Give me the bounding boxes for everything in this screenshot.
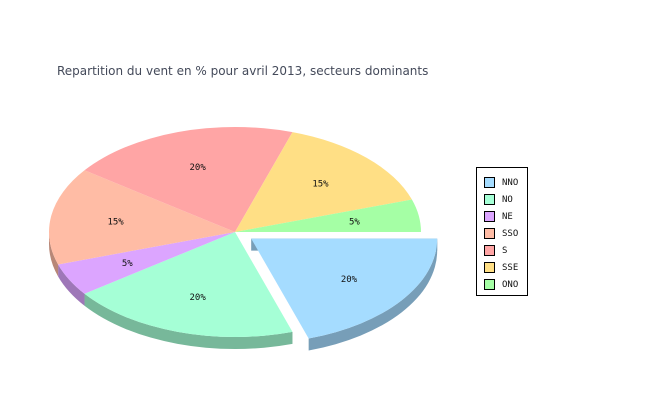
legend-swatch-sse <box>484 262 495 273</box>
legend-item-ono: ONO <box>477 276 527 293</box>
legend-item-sse: SSE <box>477 259 527 276</box>
pie-slice-ne <box>58 232 236 294</box>
pie-label-ono: 5% <box>349 217 360 227</box>
legend-label-ono: ONO <box>502 279 519 290</box>
legend-label-no: NO <box>502 194 513 205</box>
legend-label-sso: SSO <box>502 228 519 239</box>
pie-slice-no <box>84 232 293 337</box>
pie-slice-sso <box>48 170 236 265</box>
legend-item-no: NO <box>477 191 527 208</box>
legend-swatch-ono <box>484 279 495 290</box>
legend: NNO NO NE SSO S SSE ONO <box>476 167 528 296</box>
legend-item-ne: NE <box>477 208 527 225</box>
pie-side-ne <box>58 264 85 306</box>
pie-side-nno <box>308 238 438 351</box>
pie-side-sso <box>49 232 59 277</box>
pie-side-no <box>84 293 293 350</box>
pie-slice-ono <box>235 199 421 232</box>
pie-label-sso: 15% <box>107 217 124 227</box>
legend-label-ne: NE <box>502 211 513 222</box>
chart-title: Repartition du vent en % pour avril 2013… <box>57 64 429 78</box>
legend-item-nno: NNO <box>477 174 527 191</box>
pie-label-sse: 15% <box>312 180 329 190</box>
pie-slice-nno <box>251 238 438 339</box>
legend-swatch-no <box>484 194 495 205</box>
pie-slice-s <box>84 127 293 232</box>
legend-item-sso: SSO <box>477 225 527 242</box>
legend-label-s: S <box>502 245 508 256</box>
legend-label-nno: NNO <box>502 177 519 188</box>
legend-swatch-sso <box>484 228 495 239</box>
pie-slice-sse <box>235 132 412 232</box>
legend-swatch-nno <box>484 177 495 188</box>
legend-swatch-ne <box>484 211 495 222</box>
legend-swatch-s <box>484 245 495 256</box>
legend-label-sse: SSE <box>502 262 519 273</box>
pie-label-ne: 5% <box>122 259 133 269</box>
pie-label-nno: 20% <box>341 275 358 285</box>
pie-label-s: 20% <box>190 163 207 173</box>
legend-item-s: S <box>477 242 527 259</box>
pie-label-no: 20% <box>190 293 207 303</box>
